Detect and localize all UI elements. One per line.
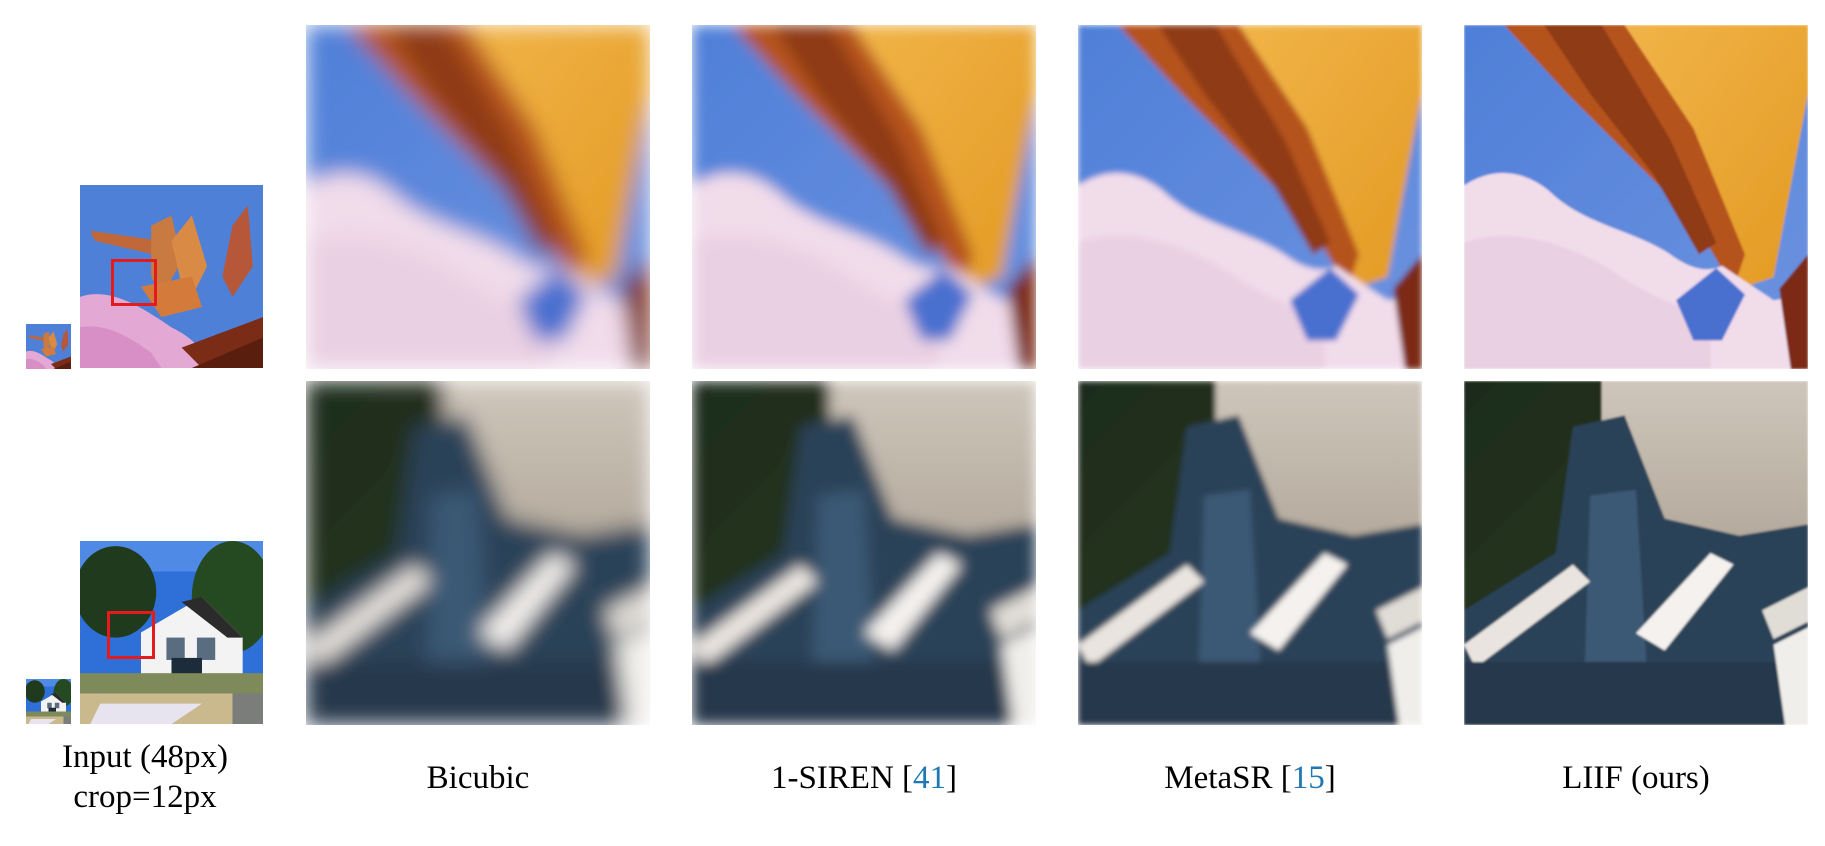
caption-metasr-prefix: MetaSR [ [1164,760,1292,796]
caption-metasr: MetaSR [15] [1078,758,1422,798]
house-metasr-crop [1078,381,1422,725]
crop-region-box [107,611,155,659]
house-bicubic-crop [306,381,650,725]
citation-link-15[interactable]: 15 [1291,760,1325,796]
flower-liif-crop [1464,25,1808,369]
flower-bicubic-crop [306,25,650,369]
caption-input: Input (48px) crop=12px [30,737,260,817]
caption-siren-prefix: 1-SIREN [ [770,760,914,796]
crop-region-box [111,259,157,306]
flower-siren-crop [692,25,1036,369]
caption-siren-suffix: ] [946,760,958,796]
caption-bicubic: Bicubic [306,758,650,798]
flower-input-tiny [26,324,71,369]
citation-link-41[interactable]: 41 [913,760,947,796]
house-siren-crop [692,381,1036,725]
caption-metasr-suffix: ] [1324,760,1336,796]
caption-liif-text: LIIF (ours) [1562,760,1710,796]
caption-bicubic-text: Bicubic [426,760,530,796]
house-input-tiny [26,679,71,724]
caption-input-line1: Input (48px) [62,739,228,775]
house-liif-crop [1464,381,1808,725]
house-input-image [80,541,263,724]
caption-siren: 1-SIREN [41] [692,758,1036,798]
caption-liif: LIIF (ours) [1464,758,1808,798]
flower-input-image [80,185,263,368]
caption-input-line2: crop=12px [73,779,217,815]
flower-metasr-crop [1078,25,1422,369]
